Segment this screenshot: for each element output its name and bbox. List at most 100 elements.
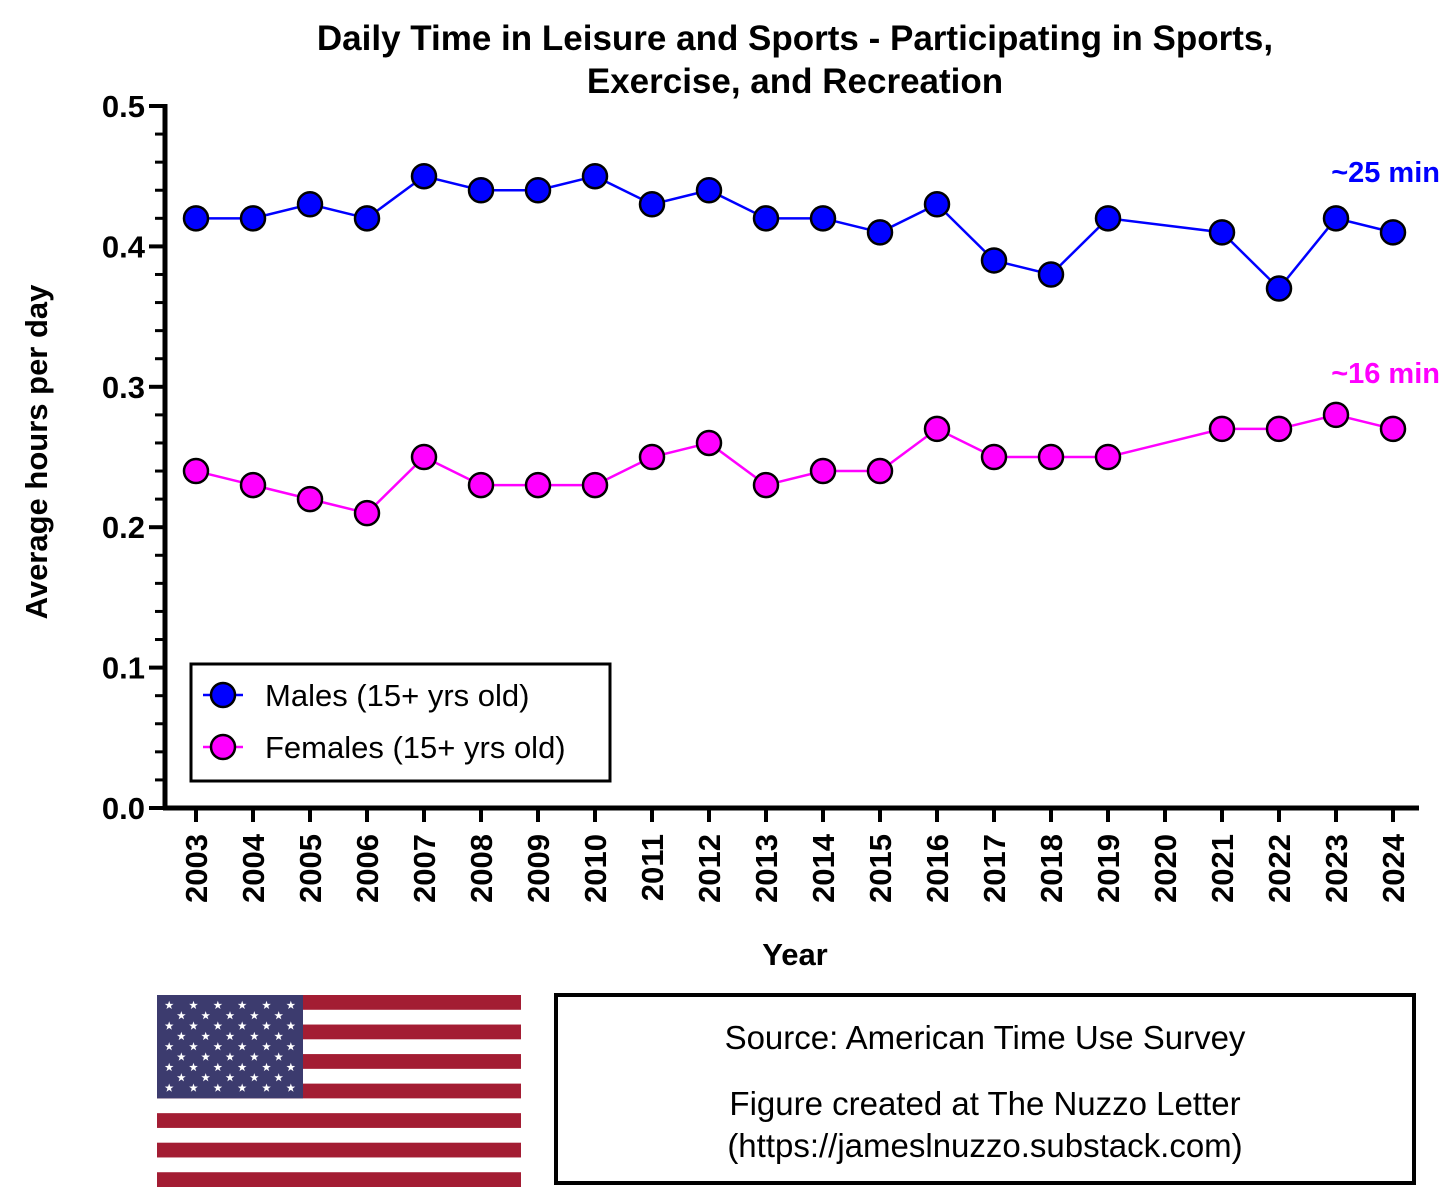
x-tick-label: 2003 [179,834,214,903]
data-point-males [809,205,837,232]
flag-star [262,1062,271,1072]
url-text: (https://jameslnuzzo.substack.com) [727,1127,1243,1164]
data-point-females [581,471,609,499]
data-point-males [467,176,495,204]
x-tick-label: 2024 [1376,833,1411,903]
flag-star [249,1031,259,1041]
flag-star [164,1083,174,1092]
flag-star [249,1052,259,1061]
chart-title-line-2: Exercise, and Recreation [587,62,1003,101]
legend-marker-females [209,733,237,761]
data-point-males [581,162,609,190]
x-tick-label: 2013 [749,834,784,903]
flag-canton [157,995,303,1099]
data-point-males [980,247,1008,274]
flag-stripe [157,1142,521,1158]
x-tick-label: 2005 [293,834,328,903]
flag-star [237,1062,247,1072]
data-point-females [239,471,267,499]
flag-star [164,1021,174,1030]
flag-star [176,1052,186,1061]
x-tick-label: 2012 [692,834,727,903]
data-point-males [353,205,381,232]
data-point-males [638,191,666,218]
us-flag-icon [157,995,521,1187]
y-ticks: 0.0 0.1 0.2 0.3 0.4 0.5 [102,89,165,826]
flag-star [262,1042,271,1051]
source-box: Source: American Time Use Survey Figure … [554,993,1416,1185]
data-point-males [410,162,438,190]
credit-text: Figure created at The Nuzzo Letter [729,1085,1241,1122]
data-point-females [809,457,837,485]
data-point-males [182,205,210,232]
y-tick-label: 0.3 [102,370,145,405]
flag-stripe [157,1113,521,1128]
flag-star [201,1052,211,1061]
y-tick-label: 0.4 [102,229,146,264]
chart-title-line-1: Daily Time in Leisure and Sports - Parti… [317,19,1273,58]
flag-star [286,1083,296,1092]
data-point-females [1265,415,1293,443]
x-tick-label: 2016 [920,834,955,903]
flag-star [274,1031,284,1041]
x-tick-label: 2021 [1205,834,1240,903]
x-tick-label: 2006 [350,834,385,903]
data-point-females [1094,443,1122,471]
data-point-females [1322,401,1350,429]
y-tick-label: 0.5 [102,89,145,124]
x-tick-label: 2008 [464,834,499,903]
y-tick-label: 0.1 [102,651,145,686]
flag-star [176,1011,186,1020]
flag-star [274,1052,284,1061]
flag-star [213,1021,223,1030]
x-tick-label: 2022 [1262,834,1297,903]
flag-star [262,1021,271,1030]
data-point-males [239,205,267,232]
flag-star [286,1021,296,1030]
data-point-females [467,471,495,499]
data-point-males [1094,205,1122,232]
data-point-females [638,443,666,471]
data-point-males [1208,219,1236,246]
series-layer [182,162,1407,527]
flag-star [237,1083,247,1092]
flag-star [189,1083,198,1092]
females-end-annotation: ~16 min [1331,358,1440,390]
flag-star [213,1000,223,1010]
flag-star [164,1062,174,1072]
legend-label-males: Males (15+ yrs old) [265,678,529,713]
legend: Males (15+ yrs old) Females (15+ yrs old… [189,662,612,783]
flag-star [213,1083,223,1092]
flag-star [213,1042,223,1051]
chart: Daily Time in Leisure and Sports - Parti… [19,19,1440,972]
flag-star [237,1042,247,1051]
data-point-males [1379,219,1407,246]
data-point-males [1265,275,1293,302]
flag-star [249,1011,259,1020]
x-axis-label: Year [762,937,828,972]
x-tick-label: 2014 [806,833,841,903]
y-tick-label: 0.2 [102,510,145,545]
flag-star [201,1031,211,1041]
x-tick-label: 2018 [1034,834,1069,903]
data-point-males [1322,205,1350,232]
legend-box [189,662,612,783]
flag-star [201,1073,211,1082]
data-point-males [524,176,552,204]
flag-star [176,1031,186,1041]
flag-star [286,1000,296,1010]
flag-star [225,1073,235,1082]
flag-star [176,1073,186,1082]
x-tick-label: 2007 [407,834,442,903]
data-point-females [353,499,381,527]
y-axis-label: Average hours per day [19,284,54,620]
males-end-annotation: ~25 min [1331,157,1440,189]
x-tick-label: 2009 [521,834,556,903]
flag-star [274,1073,284,1082]
data-point-males [866,219,894,246]
data-point-males [752,205,780,232]
data-point-females [1037,443,1065,471]
flag-star [225,1031,235,1041]
flag-star [249,1073,259,1082]
flag-star [225,1052,235,1061]
